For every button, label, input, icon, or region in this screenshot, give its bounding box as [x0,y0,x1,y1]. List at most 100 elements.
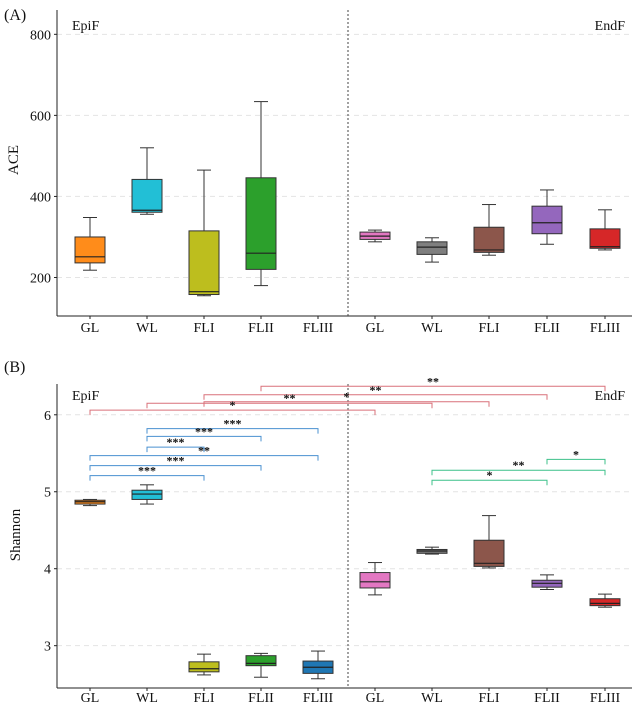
a-box-endf-fliii [589,209,621,251]
panel-b-y-axis-label: Shannon [8,508,24,561]
bracket-line [431,479,548,486]
b-significance-bracket: ** [146,391,433,409]
a-y-tick-label: 800 [30,28,51,43]
significance-label: * [344,390,350,404]
box-iqr [131,489,163,500]
b-x-tick-label: FLII [248,691,274,706]
b-significance-bracket: * [546,447,606,465]
b-box-endf-flii [531,574,563,590]
panel-b-shannon-chart: (B) Shannon EpiF EndF 3 4 5 6 GL WL FLI FLII FLI… [4,359,632,706]
b-box-endf-wl [416,546,448,555]
b-significance-bracket: ** [89,444,319,461]
a-x-tick-label: FLIII [590,321,621,336]
b-significance-bracket: ** [203,383,548,400]
significance-label: ** [198,444,210,458]
significance-label: *** [138,464,156,478]
significance-label: *** [167,454,185,468]
box-iqr [473,539,505,567]
bracket-line [260,385,606,392]
b-box-endf-fliii [589,593,621,608]
panel-a-epif-label: EpiF [72,19,99,34]
box-iqr [74,236,106,264]
b-significance-bracket: ** [431,458,606,476]
a-x-tick-label: FLII [534,321,560,336]
b-box-epif-gl [74,498,106,507]
b-significance-bracket: * [203,390,490,407]
a-x-tick-label: FLII [248,321,274,336]
bracket-line [146,435,262,442]
panel-b-label: (B) [4,359,25,376]
significance-label: * [487,468,493,482]
box-iqr [131,178,163,213]
b-x-tick-label: FLIII [303,691,334,706]
a-y-tick-label: 200 [30,271,51,286]
a-x-tick-label: GL [81,321,100,336]
bracket-line [89,475,205,481]
b-y-tick-label: 3 [44,640,51,655]
b-x-tick-label: WL [136,691,158,706]
panel-a-endf-label: EndF [595,19,626,34]
panel-a-ace-chart: (A) ACE EpiF EndF 200 400 600 800 GL WL FLI FLI… [4,7,632,336]
significance-label: ** [284,391,296,405]
b-box-epif-fliii [302,650,334,680]
b-x-tick-label: FLII [534,691,560,706]
bracket-line [431,469,606,476]
b-x-tick-label: FLIII [590,691,621,706]
significance-label: *** [167,435,185,449]
b-x-tick-label: FLI [194,691,215,706]
a-box-endf-wl [416,237,448,263]
significance-label: ** [513,458,525,472]
a-y-tick-label: 600 [30,109,51,124]
significance-label: *** [224,417,242,431]
a-x-tick-label: WL [136,321,158,336]
b-significance-bracket: *** [89,464,205,481]
b-significance-bracket: *** [146,435,205,453]
panel-a-y-axis-label: ACE [6,145,22,175]
box-iqr [589,598,621,607]
b-box-endf-gl [359,562,391,596]
b-box-epif-fli [188,653,220,676]
a-box-endf-gl [359,229,391,243]
b-box-epif-flii [245,652,277,678]
bracket-line [89,455,319,461]
b-significance-bracket: * [89,398,376,416]
box-iqr [245,177,277,270]
a-box-endf-fli [473,204,505,256]
b-significance-bracket: *** [146,424,262,442]
a-x-tick-label: FLIII [303,321,334,336]
box-iqr [188,661,220,673]
box-iqr [473,226,505,253]
significance-label: * [230,398,236,412]
b-x-tick-label: WL [421,691,443,706]
bracket-line [546,458,606,465]
a-x-tick-label: FLI [194,321,215,336]
b-y-tick-label: 6 [44,409,51,424]
box-iqr [416,241,448,255]
significance-label: *** [195,424,213,438]
box-iqr [188,230,220,296]
significance-label: * [573,447,579,461]
box-iqr [245,655,277,667]
bracket-line [89,465,262,471]
bracket-line [89,409,376,416]
b-x-tick-label: FLI [479,691,500,706]
bracket-line [146,446,205,453]
a-box-epif-wl [131,147,163,215]
bracket-line [203,401,490,407]
b-significance-bracket: *** [89,454,262,471]
box-iqr [359,572,391,589]
significance-label: ** [427,374,439,388]
b-box-endf-fli [473,515,505,569]
b-x-tick-label: GL [81,691,100,706]
a-box-endf-flii [531,189,563,245]
a-x-tick-label: WL [421,321,443,336]
box-iqr [589,228,621,249]
bracket-line [146,428,319,434]
panel-a-label: (A) [4,7,26,24]
b-significance-bracket: *** [146,417,319,434]
panel-b-epif-label: EpiF [72,389,99,404]
a-box-epif-fli [188,169,220,297]
a-box-epif-flii [245,101,277,287]
a-y-tick-label: 400 [30,190,51,205]
